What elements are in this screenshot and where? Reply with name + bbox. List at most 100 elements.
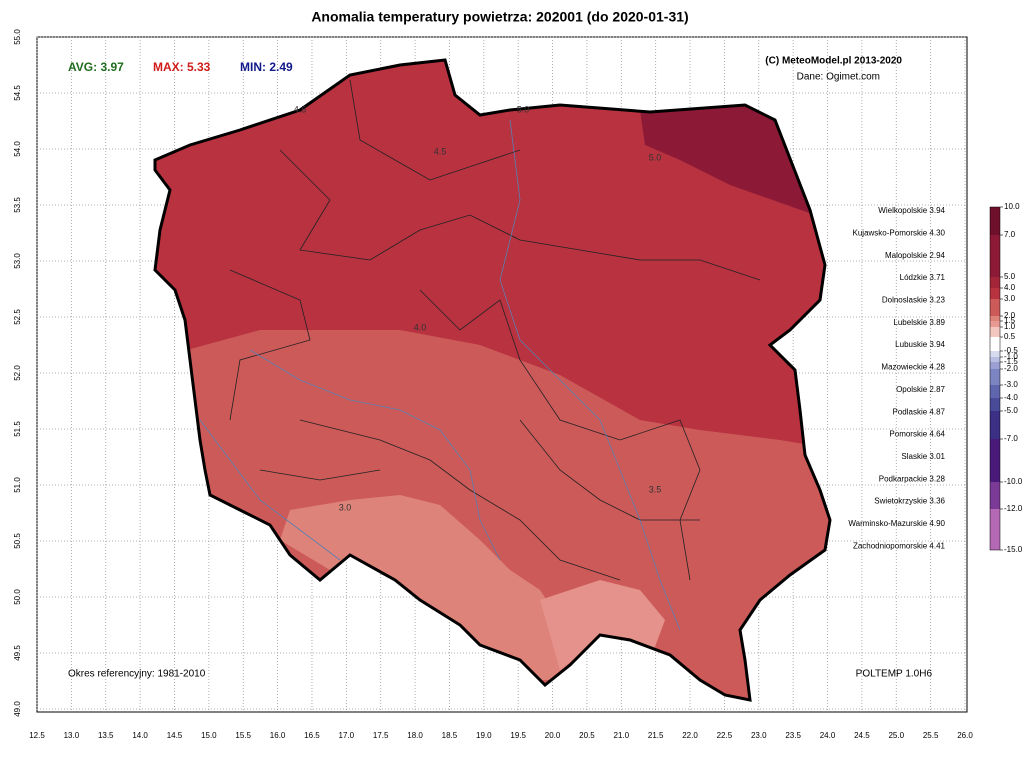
x-tick-label: 20.0 — [545, 731, 561, 740]
rivers — [199, 119, 681, 631]
colorbar-segment — [990, 439, 1000, 482]
zone-northeast — [640, 100, 815, 215]
y-tick-label: 53.0 — [13, 253, 22, 269]
colorbar-segment — [990, 509, 1000, 550]
y-tick-label: 53.5 — [13, 197, 22, 213]
contour-labels: 4.5 4.5 5.0 5.0 4.0 3.5 3.0 — [294, 104, 662, 512]
x-tick-label: 21.5 — [648, 731, 664, 740]
contour-label: 3.5 — [649, 484, 662, 494]
x-tick-label: 15.0 — [201, 731, 217, 740]
x-tick-label: 22.5 — [717, 731, 733, 740]
region-value: Wielkopolskie 3.94 — [878, 206, 945, 215]
contour-label: 5.0 — [649, 152, 662, 162]
x-tick-label: 18.0 — [407, 731, 423, 740]
region-value: Malopolskie 2.94 — [885, 251, 946, 260]
colorbar-segment — [990, 411, 1000, 439]
map-title: Anomalia temperatury powietrza: 202001 (… — [311, 9, 688, 25]
colorbar-label: -12.0 — [1004, 504, 1023, 513]
colorbar-label: -3.0 — [1004, 380, 1018, 389]
colorbar-segment — [990, 316, 1000, 321]
region-value: Opolskie 2.87 — [896, 385, 945, 394]
x-tick-label: 16.5 — [304, 731, 320, 740]
x-tick-label: 20.5 — [579, 731, 595, 740]
colorbar-label: -10.0 — [1004, 477, 1023, 486]
colorbar-segment — [990, 369, 1000, 385]
colorbar-segment — [990, 357, 1000, 362]
colorbar-label: -1.5 — [1004, 357, 1018, 366]
region-value: Lódzkie 3.71 — [900, 273, 946, 282]
colorbar-segment — [990, 398, 1000, 411]
x-tick-label: 14.5 — [167, 731, 183, 740]
colorbar-segment — [990, 385, 1000, 398]
x-tick-label: 23.5 — [785, 731, 801, 740]
colorbar-label: 4.0 — [1004, 283, 1016, 292]
x-tick-label: 12.5 — [29, 731, 45, 740]
region-list: Wielkopolskie 3.94 Kujawsko-Pomorskie 4.3… — [848, 206, 945, 550]
credits-source: Dane: Ogimet.com — [797, 72, 880, 83]
colorbar-label: 1.0 — [1004, 322, 1016, 331]
x-tick-label: 24.5 — [854, 731, 870, 740]
y-tick-label: 49.5 — [13, 645, 22, 661]
y-tick-label: 54.0 — [13, 141, 22, 157]
colorbar-label: -15.0 — [1004, 545, 1023, 554]
y-tick-label: 50.5 — [13, 533, 22, 549]
contour-label: 4.5 — [294, 104, 307, 114]
model-version: POLTEMP 1.0H6 — [856, 669, 933, 680]
colorbar-label: -7.0 — [1004, 434, 1018, 443]
colorbar-segment — [990, 351, 1000, 357]
contour-label: 4.5 — [434, 146, 447, 156]
x-tick-label: 25.0 — [888, 731, 904, 740]
x-tick-label: 13.5 — [98, 731, 114, 740]
colorbar-segment — [990, 207, 1000, 235]
region-value: Warminsko-Mazurskie 4.90 — [848, 519, 945, 528]
colorbar-segment — [990, 321, 1000, 327]
contour-label: 4.0 — [414, 322, 427, 332]
axes: 12.5 13.0 13.5 14.0 14.5 15.0 15.5 16.0 16.5 17.0… — [13, 29, 973, 740]
region-value: Mazowieckie 4.28 — [881, 363, 945, 372]
x-tick-label: 23.0 — [751, 731, 767, 740]
temperature-field — [155, 60, 830, 700]
colorbar-label: -5.0 — [1004, 406, 1018, 415]
y-tick-label: 52.0 — [13, 365, 22, 381]
x-tick-label: 14.0 — [132, 731, 148, 740]
contour-label: 3.0 — [339, 502, 352, 512]
contour-label: 5.0 — [517, 104, 530, 114]
x-tick-label: 18.5 — [442, 731, 458, 740]
stat-max: MAX: 5.33 — [153, 60, 211, 74]
region-value: Lubelskie 3.89 — [893, 318, 945, 327]
zone-south — [280, 495, 570, 680]
colorbar-label: -2.0 — [1004, 364, 1018, 373]
reference-period: Okres referencyjny: 1981-2010 — [68, 669, 206, 680]
region-value: Zachodniopomorskie 4.41 — [853, 541, 946, 550]
x-tick-label: 24.0 — [820, 731, 836, 740]
x-tick-label: 26.0 — [957, 731, 973, 740]
colorbar-segment — [990, 299, 1000, 316]
region-value: Dolnoslaskie 3.23 — [882, 296, 946, 305]
colorbar-segment — [990, 277, 1000, 288]
stat-min: MIN: 2.49 — [240, 60, 293, 74]
colorbar-label: 1.5 — [1004, 316, 1016, 325]
x-tick-label: 13.0 — [64, 731, 80, 740]
region-value: Podlaskie 4.87 — [893, 407, 946, 416]
colorbar-segment — [990, 288, 1000, 299]
borders — [229, 79, 761, 581]
colorbar-segment — [990, 235, 1000, 277]
colorbar-segment — [990, 362, 1000, 369]
y-tick-label: 52.5 — [13, 309, 22, 325]
colorbar-label: 10.0 — [1004, 202, 1020, 211]
colorbar-label: -4.0 — [1004, 393, 1018, 402]
x-tick-label: 21.0 — [614, 731, 630, 740]
colorbar-frame — [989, 206, 1001, 551]
colorbar-label: -1.0 — [1004, 352, 1018, 361]
region-value: Lubuskie 3.94 — [895, 340, 945, 349]
colorbar-label: 7.0 — [1004, 230, 1016, 239]
stat-avg: AVG: 3.97 — [68, 60, 124, 74]
region-value: Kujawsko-Pomorskie 4.30 — [853, 228, 946, 237]
y-tick-label: 51.5 — [13, 421, 22, 437]
region-value: Swietokrzyskie 3.36 — [874, 497, 945, 506]
x-tick-label: 16.0 — [270, 731, 286, 740]
region-value: Pomorskie 4.64 — [889, 430, 945, 439]
x-tick-label: 17.0 — [339, 731, 355, 740]
colorbar-label: 5.0 — [1004, 272, 1016, 281]
